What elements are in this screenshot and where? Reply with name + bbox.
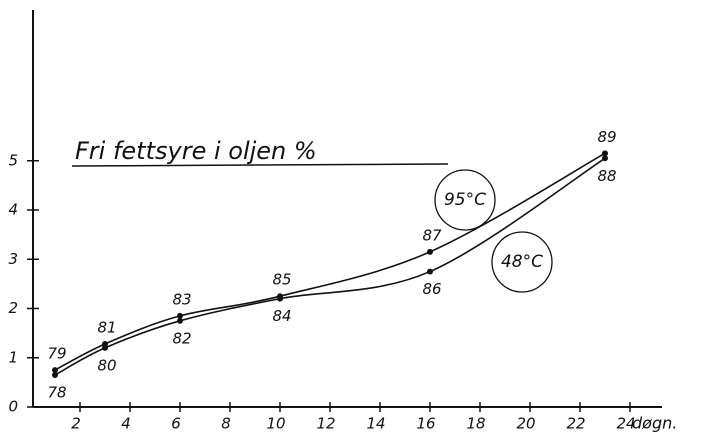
x-tick-label: 8 <box>221 415 231 433</box>
point-label: 85 <box>272 271 291 289</box>
point-label: 87 <box>422 226 442 244</box>
x-tick-label: 16 <box>416 415 435 433</box>
x-tick-label: 10 <box>266 415 285 433</box>
x-tick-label: 4 <box>121 415 131 433</box>
y-tick-label: 0 <box>8 398 18 416</box>
chart-title: Fri fettsyre i oljen % <box>75 137 317 165</box>
x-tick-label: 18 <box>466 415 485 433</box>
y-tick-label: 5 <box>8 151 18 169</box>
point-label: 80 <box>97 356 116 374</box>
x-tick-label: 2 <box>71 415 81 433</box>
series-label: 48°C <box>501 252 543 272</box>
y-tick-label: 2 <box>8 299 18 317</box>
x-tick-label: 20 <box>516 415 535 433</box>
point <box>177 318 183 324</box>
point-label: 79 <box>47 345 66 363</box>
x-tick-label: 22 <box>566 415 585 433</box>
point <box>427 269 433 275</box>
y-tick-label: 3 <box>8 250 18 268</box>
series-label: 95°C <box>444 190 486 210</box>
y-tick-label: 4 <box>8 201 18 219</box>
point-label: 88 <box>597 167 616 185</box>
y-tick-label: 1 <box>8 348 18 366</box>
x-tick-label: 14 <box>366 415 385 433</box>
point <box>602 155 608 161</box>
chart: Fri fettsyre i oljen % døgn. 01234524681… <box>0 0 708 442</box>
x-axis-label: døgn. <box>632 414 677 433</box>
point-label: 83 <box>172 290 191 308</box>
x-tick-label: 12 <box>316 415 335 433</box>
point <box>102 345 108 351</box>
x-tick-label: 6 <box>171 415 181 433</box>
x-tick-label: 24 <box>616 415 635 433</box>
point <box>277 296 283 302</box>
point <box>52 372 58 378</box>
point-label: 89 <box>597 128 616 146</box>
point-label: 81 <box>97 318 116 336</box>
point-label: 86 <box>422 280 441 298</box>
point-label: 84 <box>272 307 291 325</box>
point-label: 78 <box>47 383 66 401</box>
point <box>427 249 433 255</box>
point-label: 82 <box>172 329 191 347</box>
